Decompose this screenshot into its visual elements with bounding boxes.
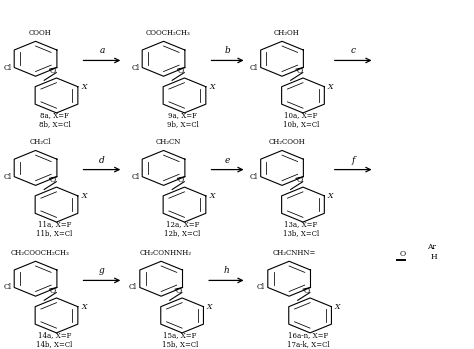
Text: d: d xyxy=(99,156,105,165)
Text: CH₂CN: CH₂CN xyxy=(155,139,181,147)
Text: X: X xyxy=(209,192,215,200)
Text: Cl: Cl xyxy=(3,173,11,181)
Text: Cl: Cl xyxy=(131,173,139,181)
Text: O: O xyxy=(178,176,184,184)
Text: 15a, X=F
15b, X=Cl: 15a, X=F 15b, X=Cl xyxy=(162,331,198,348)
Text: O: O xyxy=(296,176,302,184)
Text: CH₂Cl: CH₂Cl xyxy=(29,139,51,147)
Text: O: O xyxy=(178,67,184,75)
Text: 9a, X=F
9b, X=Cl: 9a, X=F 9b, X=Cl xyxy=(167,111,198,128)
Text: O: O xyxy=(400,250,406,258)
Text: Cl: Cl xyxy=(250,64,258,72)
Text: 11a, X=F
11b, X=Cl: 11a, X=F 11b, X=Cl xyxy=(36,220,73,237)
Text: h: h xyxy=(223,266,229,275)
Text: O: O xyxy=(296,67,302,75)
Text: Cl: Cl xyxy=(3,64,11,72)
Text: Cl: Cl xyxy=(3,283,11,291)
Text: O: O xyxy=(50,176,56,184)
Text: Cl: Cl xyxy=(131,64,139,72)
Text: X: X xyxy=(328,192,333,200)
Text: b: b xyxy=(225,46,230,55)
Text: 13a, X=F
13b, X=Cl: 13a, X=F 13b, X=Cl xyxy=(283,220,319,237)
Text: COOCH₂CH₃: COOCH₂CH₃ xyxy=(146,29,191,37)
Text: O: O xyxy=(50,67,56,75)
Text: f: f xyxy=(351,156,355,165)
Text: 16a-n, X=F
17a-k, X=Cl: 16a-n, X=F 17a-k, X=Cl xyxy=(287,331,329,348)
Text: X: X xyxy=(328,83,333,91)
Text: CH₂COOH: CH₂COOH xyxy=(268,139,305,147)
Text: g: g xyxy=(99,266,105,275)
Text: Cl: Cl xyxy=(129,283,137,291)
Text: O: O xyxy=(303,287,310,295)
Text: CH₂OH: CH₂OH xyxy=(274,29,300,37)
Text: H: H xyxy=(430,253,437,261)
Text: X: X xyxy=(335,303,340,311)
Text: CH₂COOCH₂CH₃: CH₂COOCH₂CH₃ xyxy=(11,249,70,257)
Text: Ar: Ar xyxy=(427,243,436,251)
Text: X: X xyxy=(207,303,212,311)
Text: 8a, X=F
8b, X=Cl: 8a, X=F 8b, X=Cl xyxy=(39,111,70,128)
Text: Cl: Cl xyxy=(257,283,265,291)
Text: CH₂CONHNH₂: CH₂CONHNH₂ xyxy=(140,249,192,257)
Text: O: O xyxy=(175,287,182,295)
Text: e: e xyxy=(225,156,230,165)
Text: 14a, X=F
14b, X=Cl: 14a, X=F 14b, X=Cl xyxy=(36,331,73,348)
Text: 12a, X=F
12b, X=Cl: 12a, X=F 12b, X=Cl xyxy=(164,220,201,237)
Text: a: a xyxy=(99,46,105,55)
Text: X: X xyxy=(81,303,87,311)
Text: c: c xyxy=(351,46,356,55)
Text: X: X xyxy=(209,83,215,91)
Text: X: X xyxy=(81,83,87,91)
Text: O: O xyxy=(50,287,56,295)
Text: 10a, X=F
10b, X=Cl: 10a, X=F 10b, X=Cl xyxy=(283,111,319,128)
Text: COOH: COOH xyxy=(29,29,52,37)
Text: X: X xyxy=(81,192,87,200)
Text: CH₂CNHN=: CH₂CNHN= xyxy=(272,249,316,257)
Text: Cl: Cl xyxy=(250,173,258,181)
